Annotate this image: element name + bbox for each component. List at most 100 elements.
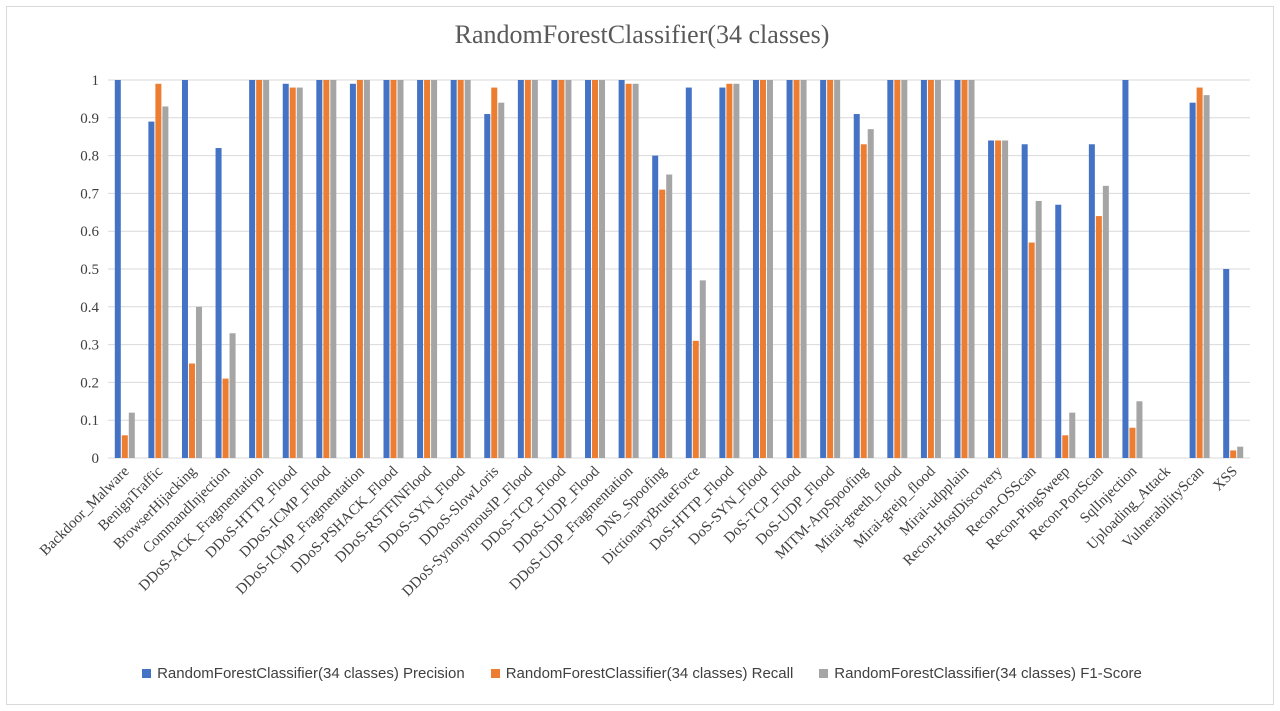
bar-f1-score <box>699 280 706 458</box>
bar-recall <box>188 363 195 458</box>
bar-recall <box>524 80 531 458</box>
bar-precision <box>988 140 995 459</box>
y-axis-ticks: 0 0.1 0.2 0.3 0.4 0.5 0.6 0.7 0.8 0.9 1 <box>80 73 99 467</box>
legend-swatch <box>819 669 829 678</box>
bar-recall <box>995 140 1002 459</box>
bar-precision <box>1088 144 1095 458</box>
legend: RandomForestClassifier(34 classes) Preci… <box>0 665 1280 682</box>
bar-f1-score <box>1002 140 1009 459</box>
bar-recall <box>726 83 733 458</box>
bar-f1-score <box>867 129 874 458</box>
bar-precision <box>887 80 894 458</box>
bar-precision <box>551 80 558 458</box>
legend-item: RandomForestClassifier(34 classes) Recal… <box>490 665 794 682</box>
bar-f1-score <box>733 83 740 458</box>
bar-f1-score <box>934 80 941 458</box>
y-tick-label: 0.8 <box>80 149 99 165</box>
legend-label: RandomForestClassifier(34 classes) F1-Sc… <box>834 665 1142 682</box>
bar-recall <box>457 80 464 458</box>
legend-label: RandomForestClassifier(34 classes) Preci… <box>157 665 465 682</box>
bar-recall <box>222 378 229 458</box>
bar-precision <box>249 80 256 458</box>
bar-recall <box>289 87 296 458</box>
bar-f1-score <box>128 412 135 458</box>
bar-precision <box>181 80 188 458</box>
bar-precision <box>417 80 424 458</box>
bar-f1-score <box>1237 446 1244 458</box>
bar-precision <box>148 121 155 458</box>
y-tick-label: 1 <box>92 73 100 89</box>
bar-recall <box>1196 87 1203 458</box>
chart-title: RandomForestClassifier(34 classes) <box>454 20 830 49</box>
x-tick-label: XSS <box>1210 464 1241 495</box>
bar-recall <box>860 144 867 458</box>
bar-f1-score <box>632 83 639 458</box>
bar-recall <box>961 80 968 458</box>
y-tick-label: 0.7 <box>80 186 99 202</box>
bar-f1-score <box>296 87 303 458</box>
bar-recall <box>894 80 901 458</box>
bar-f1-score <box>229 333 236 458</box>
bar-precision <box>786 80 793 458</box>
bar-precision <box>853 114 860 459</box>
bar-f1-score <box>431 80 438 458</box>
bar-f1-score <box>195 306 202 458</box>
x-axis-ticks: Backdoor_MalwareBenignTrafficBrowserHija… <box>37 463 1241 600</box>
bar-recall <box>390 80 397 458</box>
bar-recall <box>424 80 431 458</box>
bar-f1-score <box>666 174 673 458</box>
bar-f1-score <box>1102 185 1109 458</box>
bar-precision <box>1223 269 1230 458</box>
bar-f1-score <box>531 80 538 458</box>
bar-precision <box>752 80 759 458</box>
bar-f1-score <box>766 80 773 458</box>
bar-f1-score <box>162 106 169 459</box>
bar-recall <box>692 340 699 458</box>
legend-item: RandomForestClassifier(34 classes) Preci… <box>142 665 465 682</box>
bar-f1-score <box>599 80 606 458</box>
bar-f1-score <box>464 80 471 458</box>
bar-precision <box>920 80 927 458</box>
y-tick-label: 0.2 <box>80 375 99 391</box>
bar-f1-score <box>397 80 404 458</box>
y-tick-label: 0 <box>92 451 100 467</box>
bar-precision <box>316 80 323 458</box>
bar-precision <box>585 80 592 458</box>
bar-precision <box>349 83 356 458</box>
bar-f1-score <box>834 80 841 458</box>
bar-recall <box>1230 450 1237 458</box>
y-tick-label: 0.5 <box>80 262 99 278</box>
legend-swatch <box>142 669 152 678</box>
bar-recall <box>759 80 766 458</box>
bar-recall <box>121 435 128 458</box>
legend-swatch <box>490 669 500 678</box>
legend-label: RandomForestClassifier(34 classes) Recal… <box>505 665 794 682</box>
bar-precision <box>652 155 659 458</box>
y-tick-label: 0.6 <box>80 224 99 240</box>
bar-precision <box>282 83 289 458</box>
bar-recall <box>1129 427 1136 458</box>
y-tick-label: 0.4 <box>80 300 99 316</box>
bar-precision <box>215 148 222 459</box>
bar-precision <box>719 87 726 458</box>
bar-recall <box>558 80 565 458</box>
bar-f1-score <box>330 80 337 458</box>
bar-recall <box>1095 216 1102 458</box>
y-tick-label: 0.3 <box>80 338 99 354</box>
bars <box>114 80 1244 459</box>
bar-recall <box>256 80 263 458</box>
gridlines <box>108 79 1250 459</box>
bar-f1-score <box>1069 412 1076 458</box>
bar-recall <box>155 83 162 458</box>
bar-f1-score <box>968 80 975 458</box>
bar-recall <box>491 87 498 458</box>
bar-f1-score <box>1136 401 1143 458</box>
bar-f1-score <box>498 102 505 459</box>
bar-precision <box>517 80 524 458</box>
bar-precision <box>383 80 390 458</box>
bar-f1-score <box>263 80 270 458</box>
bar-f1-score <box>565 80 572 458</box>
bar-recall <box>793 80 800 458</box>
bar-precision <box>450 80 457 458</box>
